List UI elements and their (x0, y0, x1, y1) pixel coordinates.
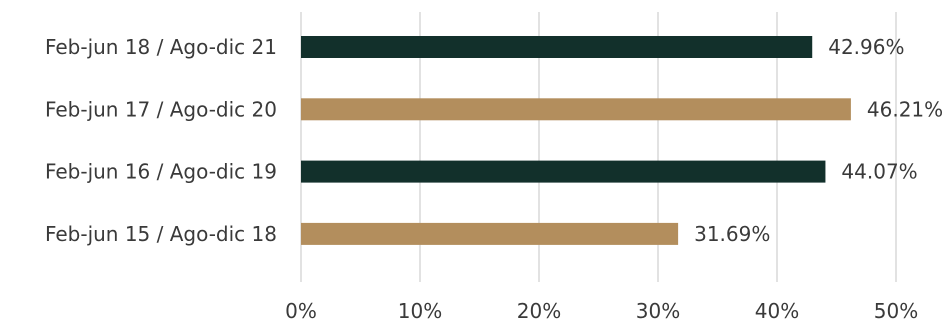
x-tick-label: 30% (636, 299, 680, 320)
category-label: Feb-jun 18 / Ago-dic 21 (45, 35, 277, 59)
x-tick-label: 50% (874, 299, 918, 320)
category-label: Feb-jun 16 / Ago-dic 19 (45, 160, 277, 184)
data-label: 31.69% (694, 222, 770, 246)
x-tick-label: 20% (517, 299, 561, 320)
bar (301, 160, 826, 183)
bar (301, 222, 679, 245)
x-tick-label: 0% (285, 299, 317, 320)
value-labels: 42.96% 46.21% 44.07% 31.69% (694, 35, 943, 246)
bar (301, 36, 813, 58)
bars (301, 36, 851, 245)
category-label: Feb-jun 15 / Ago-dic 18 (45, 222, 277, 246)
x-tick-label: 40% (755, 299, 799, 320)
data-label: 44.07% (841, 160, 917, 184)
category-label: Feb-jun 17 / Ago-dic 20 (45, 97, 277, 121)
data-label: 42.96% (828, 35, 904, 59)
bar (301, 98, 851, 121)
category-labels: Feb-jun 18 / Ago-dic 21 Feb-jun 17 / Ago-… (45, 35, 277, 246)
data-label: 46.21% (867, 97, 943, 121)
x-axis-tick-labels: 0% 10% 20% 30% 40% 50% (285, 299, 918, 320)
x-tick-label: 10% (398, 299, 442, 320)
